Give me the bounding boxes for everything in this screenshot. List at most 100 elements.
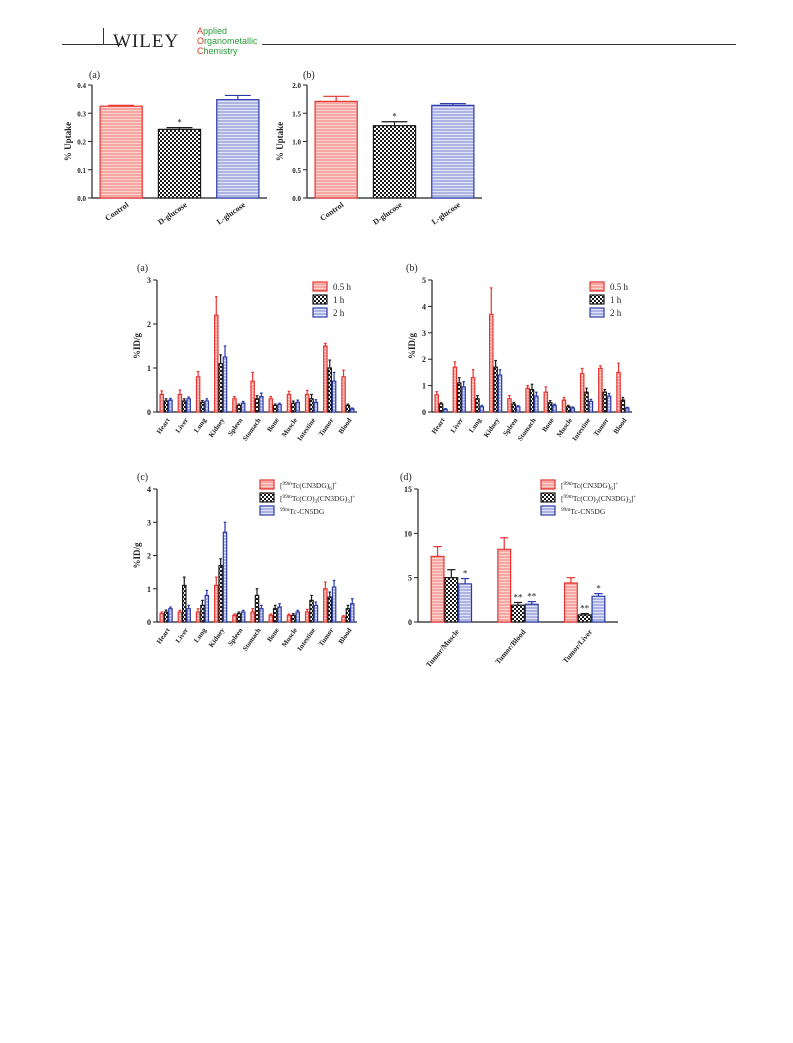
bar — [216, 99, 260, 199]
bar — [341, 376, 346, 413]
y-tick-label: 4 — [147, 485, 151, 494]
bar — [186, 398, 191, 413]
bar — [177, 611, 183, 623]
publisher-logo: WILEY — [113, 31, 180, 52]
x-tick-label: Tumor/Liver — [561, 627, 595, 665]
bar — [552, 404, 557, 413]
significance-mark: ** — [580, 604, 590, 614]
legend-swatch — [312, 294, 328, 305]
x-tick-label: Liver — [449, 417, 465, 435]
x-tick-label: Liver — [174, 417, 190, 435]
y-axis-label: %ID/g — [407, 333, 417, 360]
legend-swatch — [540, 479, 556, 490]
journal-line-2: Organometallic — [197, 36, 258, 46]
x-tick-label: Tumor — [317, 417, 335, 438]
x-tick-label: Bone — [266, 417, 281, 434]
bar — [507, 398, 512, 413]
x-tick-label: Tumor/Blood — [493, 627, 528, 666]
x-tick-label: Intestine — [296, 417, 318, 443]
bar — [349, 603, 355, 623]
bar — [577, 614, 592, 623]
bar — [331, 380, 337, 413]
bar — [434, 394, 440, 413]
chart-biodist-a: (a) 0 1 2 3 %ID/g Heart Liver Lung Kidney SpleenSt… — [132, 263, 357, 442]
bar — [314, 100, 358, 199]
legend-swatch — [259, 479, 275, 490]
bar — [304, 393, 310, 413]
y-tick-label: 0.1 — [77, 167, 86, 175]
bar — [181, 584, 187, 623]
bar — [511, 604, 525, 623]
bar — [616, 371, 621, 413]
bar — [236, 404, 242, 413]
y-tick-label: 1.0 — [292, 139, 301, 147]
bar — [584, 391, 589, 413]
bar — [181, 400, 187, 413]
bar — [277, 606, 282, 623]
bar — [213, 584, 219, 623]
y-tick-label: 15 — [404, 485, 412, 494]
x-tick-label: D-glucose — [156, 200, 189, 227]
bar — [304, 611, 310, 623]
bar — [430, 555, 445, 623]
bar — [168, 608, 173, 623]
bar — [524, 603, 539, 623]
legend-label: [99mTc(CO)3(CN3DG)3]+ — [280, 494, 355, 505]
y-tick-label: 0.0 — [292, 195, 301, 203]
bar — [232, 398, 237, 413]
y-tick-label: 1 — [422, 382, 426, 391]
bar — [511, 403, 517, 413]
legend-swatch — [589, 307, 605, 318]
journal-line-1: Applied — [197, 26, 228, 36]
y-tick-label: 2 — [422, 355, 426, 364]
bar — [602, 391, 608, 413]
figure-uptake: (a) 0.0 0.1 0.2 0.3 0.4 % Uptake Control * D-gluc… — [63, 70, 482, 227]
bar — [250, 380, 255, 413]
header-tick — [103, 28, 104, 44]
bar — [163, 400, 169, 413]
panel-label: (b) — [406, 263, 418, 274]
x-tick-label: Muscle — [555, 417, 574, 439]
bar — [345, 608, 351, 623]
x-tick-label: Bone — [541, 417, 556, 434]
bar — [438, 403, 444, 413]
bar — [195, 376, 201, 413]
significance-mark: * — [463, 569, 468, 579]
y-tick-label: 2 — [147, 320, 151, 329]
bar — [286, 614, 292, 623]
bar — [529, 388, 535, 413]
page-header: WILEY Applied Organometallic Chemistry — [0, 0, 793, 60]
y-tick-label: 3 — [147, 276, 151, 285]
bar — [624, 407, 630, 413]
bar — [254, 398, 260, 413]
x-tick-label: Lung — [192, 416, 208, 434]
bar — [456, 382, 462, 413]
x-tick-label: Tumor/Muscle — [424, 627, 461, 669]
y-tick-label: 0 — [408, 618, 412, 627]
legend-label: [99mTc(CO)3(CN3DG)3]+ — [561, 494, 636, 505]
bar — [475, 398, 480, 413]
bar — [331, 586, 337, 623]
chart-biodist-c: (c) 0 1 2 3 4 %ID/g Heart Liver Lung Kidney SpleenS… — [132, 472, 357, 652]
x-tick-label: Stomach — [516, 416, 538, 442]
bar — [349, 408, 355, 413]
bar — [444, 577, 459, 623]
bar — [309, 599, 314, 623]
x-tick-label: Blood — [337, 626, 354, 645]
panel-label: (b) — [303, 70, 315, 81]
bar — [268, 614, 274, 623]
bar — [323, 588, 328, 623]
x-tick-label: L-glucose — [430, 200, 462, 226]
y-tick-label: 1 — [147, 364, 151, 373]
bar — [606, 395, 612, 413]
bar — [497, 374, 503, 413]
bar — [515, 406, 521, 413]
x-tick-label: Stomach — [241, 416, 263, 442]
x-tick-label: Spleen — [502, 416, 520, 437]
bar — [222, 531, 228, 623]
legend-swatch — [540, 492, 556, 503]
legend-swatch — [312, 281, 328, 292]
legend-label: [99mTc(CN3DG)6]+ — [280, 481, 337, 492]
legend-swatch — [259, 492, 275, 503]
